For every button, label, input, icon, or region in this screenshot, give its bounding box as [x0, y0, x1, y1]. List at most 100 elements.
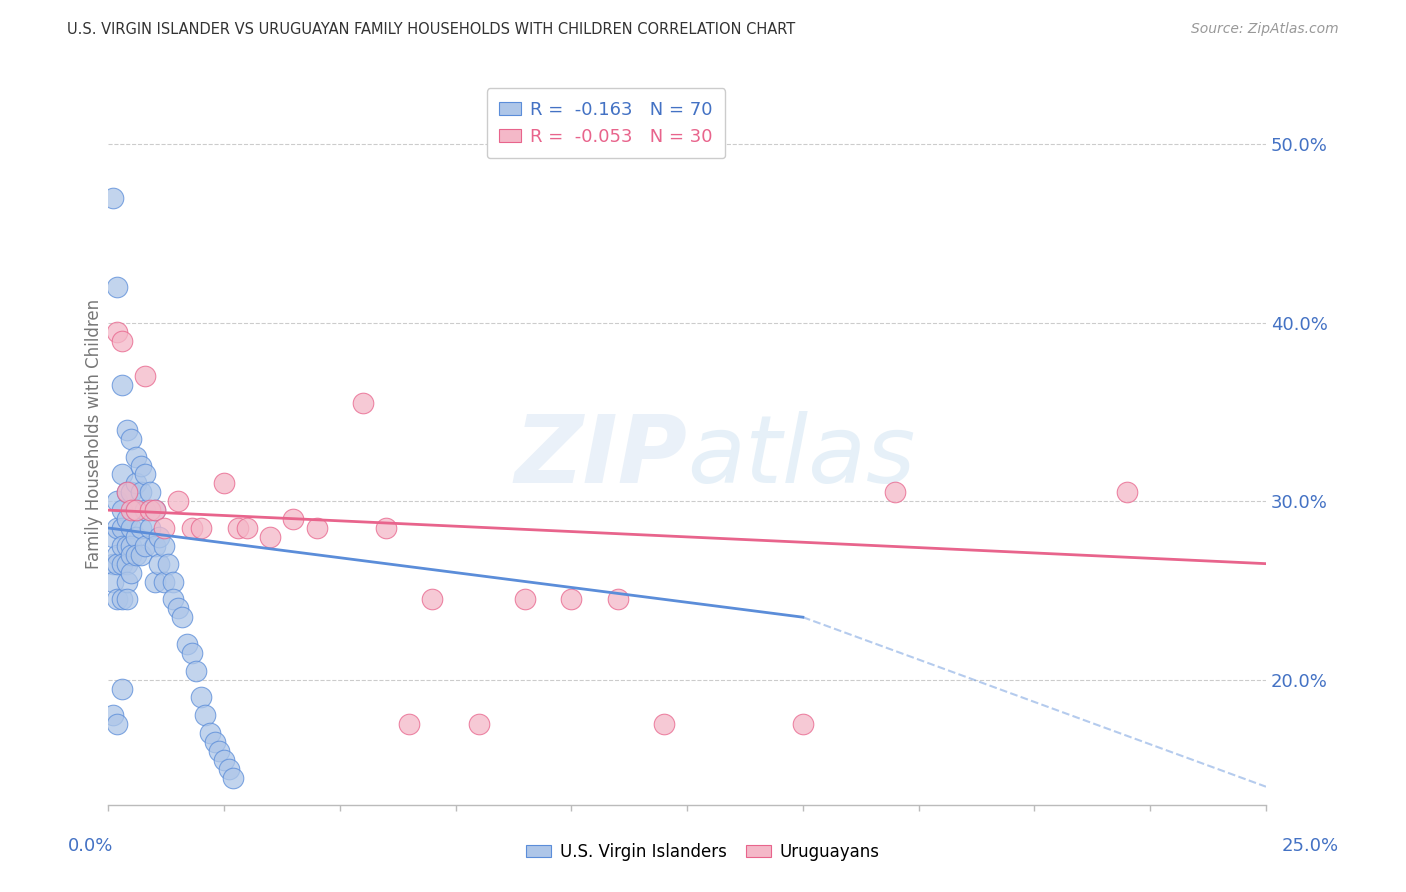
- Point: [792, 717, 814, 731]
- Point: [125, 503, 148, 517]
- Point: [259, 530, 281, 544]
- Point: [120, 539, 142, 553]
- Point: [467, 717, 489, 731]
- Point: [212, 753, 235, 767]
- Point: [560, 592, 582, 607]
- Point: [305, 521, 328, 535]
- Point: [111, 557, 134, 571]
- Point: [143, 503, 166, 517]
- Point: [120, 521, 142, 535]
- Point: [143, 539, 166, 553]
- Point: [125, 476, 148, 491]
- Point: [375, 521, 398, 535]
- Point: [115, 485, 138, 500]
- Point: [115, 592, 138, 607]
- Point: [101, 708, 124, 723]
- Point: [111, 539, 134, 553]
- Point: [172, 610, 194, 624]
- Point: [129, 458, 152, 473]
- Point: [180, 646, 202, 660]
- Point: [107, 592, 129, 607]
- Point: [143, 574, 166, 589]
- Point: [107, 280, 129, 294]
- Point: [1116, 485, 1139, 500]
- Point: [107, 717, 129, 731]
- Point: [111, 378, 134, 392]
- Point: [180, 521, 202, 535]
- Point: [186, 664, 208, 678]
- Point: [115, 539, 138, 553]
- Point: [222, 771, 245, 785]
- Point: [190, 521, 212, 535]
- Point: [107, 521, 129, 535]
- Point: [152, 539, 174, 553]
- Point: [398, 717, 420, 731]
- Point: [139, 503, 162, 517]
- Point: [513, 592, 536, 607]
- Point: [194, 708, 217, 723]
- Point: [111, 503, 134, 517]
- Point: [139, 485, 162, 500]
- Point: [884, 485, 907, 500]
- Text: 25.0%: 25.0%: [1281, 837, 1339, 855]
- Text: Source: ZipAtlas.com: Source: ZipAtlas.com: [1191, 22, 1339, 37]
- Y-axis label: Family Households with Children: Family Households with Children: [86, 299, 103, 569]
- Point: [208, 744, 231, 758]
- Point: [166, 601, 188, 615]
- Point: [212, 476, 235, 491]
- Point: [101, 557, 124, 571]
- Point: [107, 557, 129, 571]
- Point: [120, 485, 142, 500]
- Point: [204, 735, 226, 749]
- Point: [101, 574, 124, 589]
- Point: [236, 521, 259, 535]
- Point: [129, 485, 152, 500]
- Text: U.S. VIRGIN ISLANDER VS URUGUAYAN FAMILY HOUSEHOLDS WITH CHILDREN CORRELATION CH: U.S. VIRGIN ISLANDER VS URUGUAYAN FAMILY…: [67, 22, 796, 37]
- Point: [422, 592, 444, 607]
- Point: [162, 592, 184, 607]
- Point: [115, 574, 138, 589]
- Legend: U.S. Virgin Islanders, Uruguayans: U.S. Virgin Islanders, Uruguayans: [520, 837, 886, 868]
- Point: [606, 592, 628, 607]
- Point: [176, 637, 198, 651]
- Point: [115, 423, 138, 437]
- Point: [226, 521, 249, 535]
- Point: [190, 690, 212, 705]
- Point: [134, 369, 156, 384]
- Point: [115, 557, 138, 571]
- Point: [134, 503, 156, 517]
- Text: atlas: atlas: [688, 411, 915, 502]
- Point: [162, 574, 184, 589]
- Text: ZIP: ZIP: [515, 410, 688, 502]
- Point: [148, 530, 170, 544]
- Point: [107, 325, 129, 339]
- Point: [101, 530, 124, 544]
- Point: [111, 681, 134, 696]
- Point: [115, 512, 138, 526]
- Point: [139, 521, 162, 535]
- Point: [352, 396, 374, 410]
- Point: [283, 512, 305, 526]
- Point: [129, 548, 152, 562]
- Point: [134, 539, 156, 553]
- Point: [120, 432, 142, 446]
- Point: [111, 334, 134, 348]
- Point: [125, 530, 148, 544]
- Point: [148, 557, 170, 571]
- Point: [152, 521, 174, 535]
- Point: [143, 503, 166, 517]
- Point: [125, 548, 148, 562]
- Point: [166, 494, 188, 508]
- Point: [111, 467, 134, 482]
- Point: [120, 503, 142, 517]
- Point: [111, 521, 134, 535]
- Point: [157, 557, 180, 571]
- Point: [111, 592, 134, 607]
- Point: [120, 548, 142, 562]
- Point: [120, 566, 142, 580]
- Point: [115, 485, 138, 500]
- Point: [134, 467, 156, 482]
- Point: [218, 762, 240, 776]
- Point: [107, 548, 129, 562]
- Point: [152, 574, 174, 589]
